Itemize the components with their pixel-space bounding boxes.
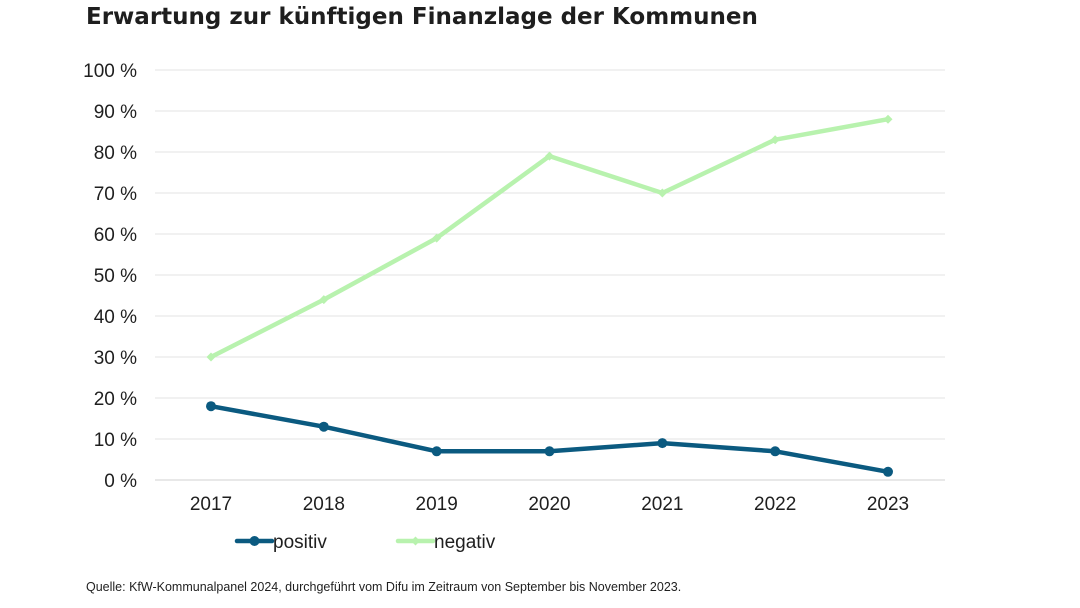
x-tick-label: 2017 [190,494,232,515]
data-point-positiv [770,446,781,457]
y-tick-label: 70 % [94,184,137,205]
data-point-positiv [206,401,216,412]
legend-marker-positiv [249,536,260,546]
y-tick-label: 80 % [94,143,137,164]
y-tick-label: 50 % [94,266,137,287]
data-point-positiv [318,421,329,432]
y-tick-label: 100 % [83,61,137,82]
x-tick-label: 2019 [416,494,458,515]
x-tick-label: 2022 [754,494,796,515]
legend-marker-negativ [411,536,420,546]
legend: positiv negativ [234,532,496,553]
y-tick-label: 90 % [94,102,137,123]
y-tick-label: 20 % [94,389,137,410]
data-point-positiv [544,446,555,457]
y-tick-label: 0 % [104,471,137,492]
chart-title: Erwartung zur künftigen Finanzlage der K… [86,4,758,30]
series-group [206,114,893,477]
data-point-positiv [657,438,668,449]
x-axis-ticks: 2017 2018 2019 2020 2021 2022 2023 [190,494,909,515]
data-point-negativ [657,188,667,198]
grid-lines [155,69,945,481]
data-point-negativ [319,295,329,305]
y-tick-label: 60 % [94,225,137,246]
data-point-negativ [206,352,216,362]
data-point-positiv [431,446,442,457]
x-tick-label: 2023 [867,494,909,515]
x-tick-label: 2018 [303,494,345,515]
y-axis-ticks: 0 % 10 % 20 % 30 % 40 % 50 % 60 % 70 % 80 % 90 % 1… [83,61,137,492]
x-tick-label: 2021 [641,494,683,515]
data-point-positiv [883,466,893,477]
y-tick-label: 40 % [94,307,137,328]
data-point-negativ [545,151,554,161]
legend-label-negativ: negativ [434,532,496,553]
x-tick-label: 2020 [528,494,570,515]
data-point-negativ [883,114,893,124]
source-note: Quelle: KfW-Kommunalpanel 2024, durchgef… [86,580,682,594]
data-point-negativ [770,135,780,145]
y-tick-label: 30 % [94,348,137,369]
data-point-negativ [432,233,442,243]
y-tick-label: 10 % [94,430,137,451]
legend-label-positiv: positiv [273,532,327,553]
